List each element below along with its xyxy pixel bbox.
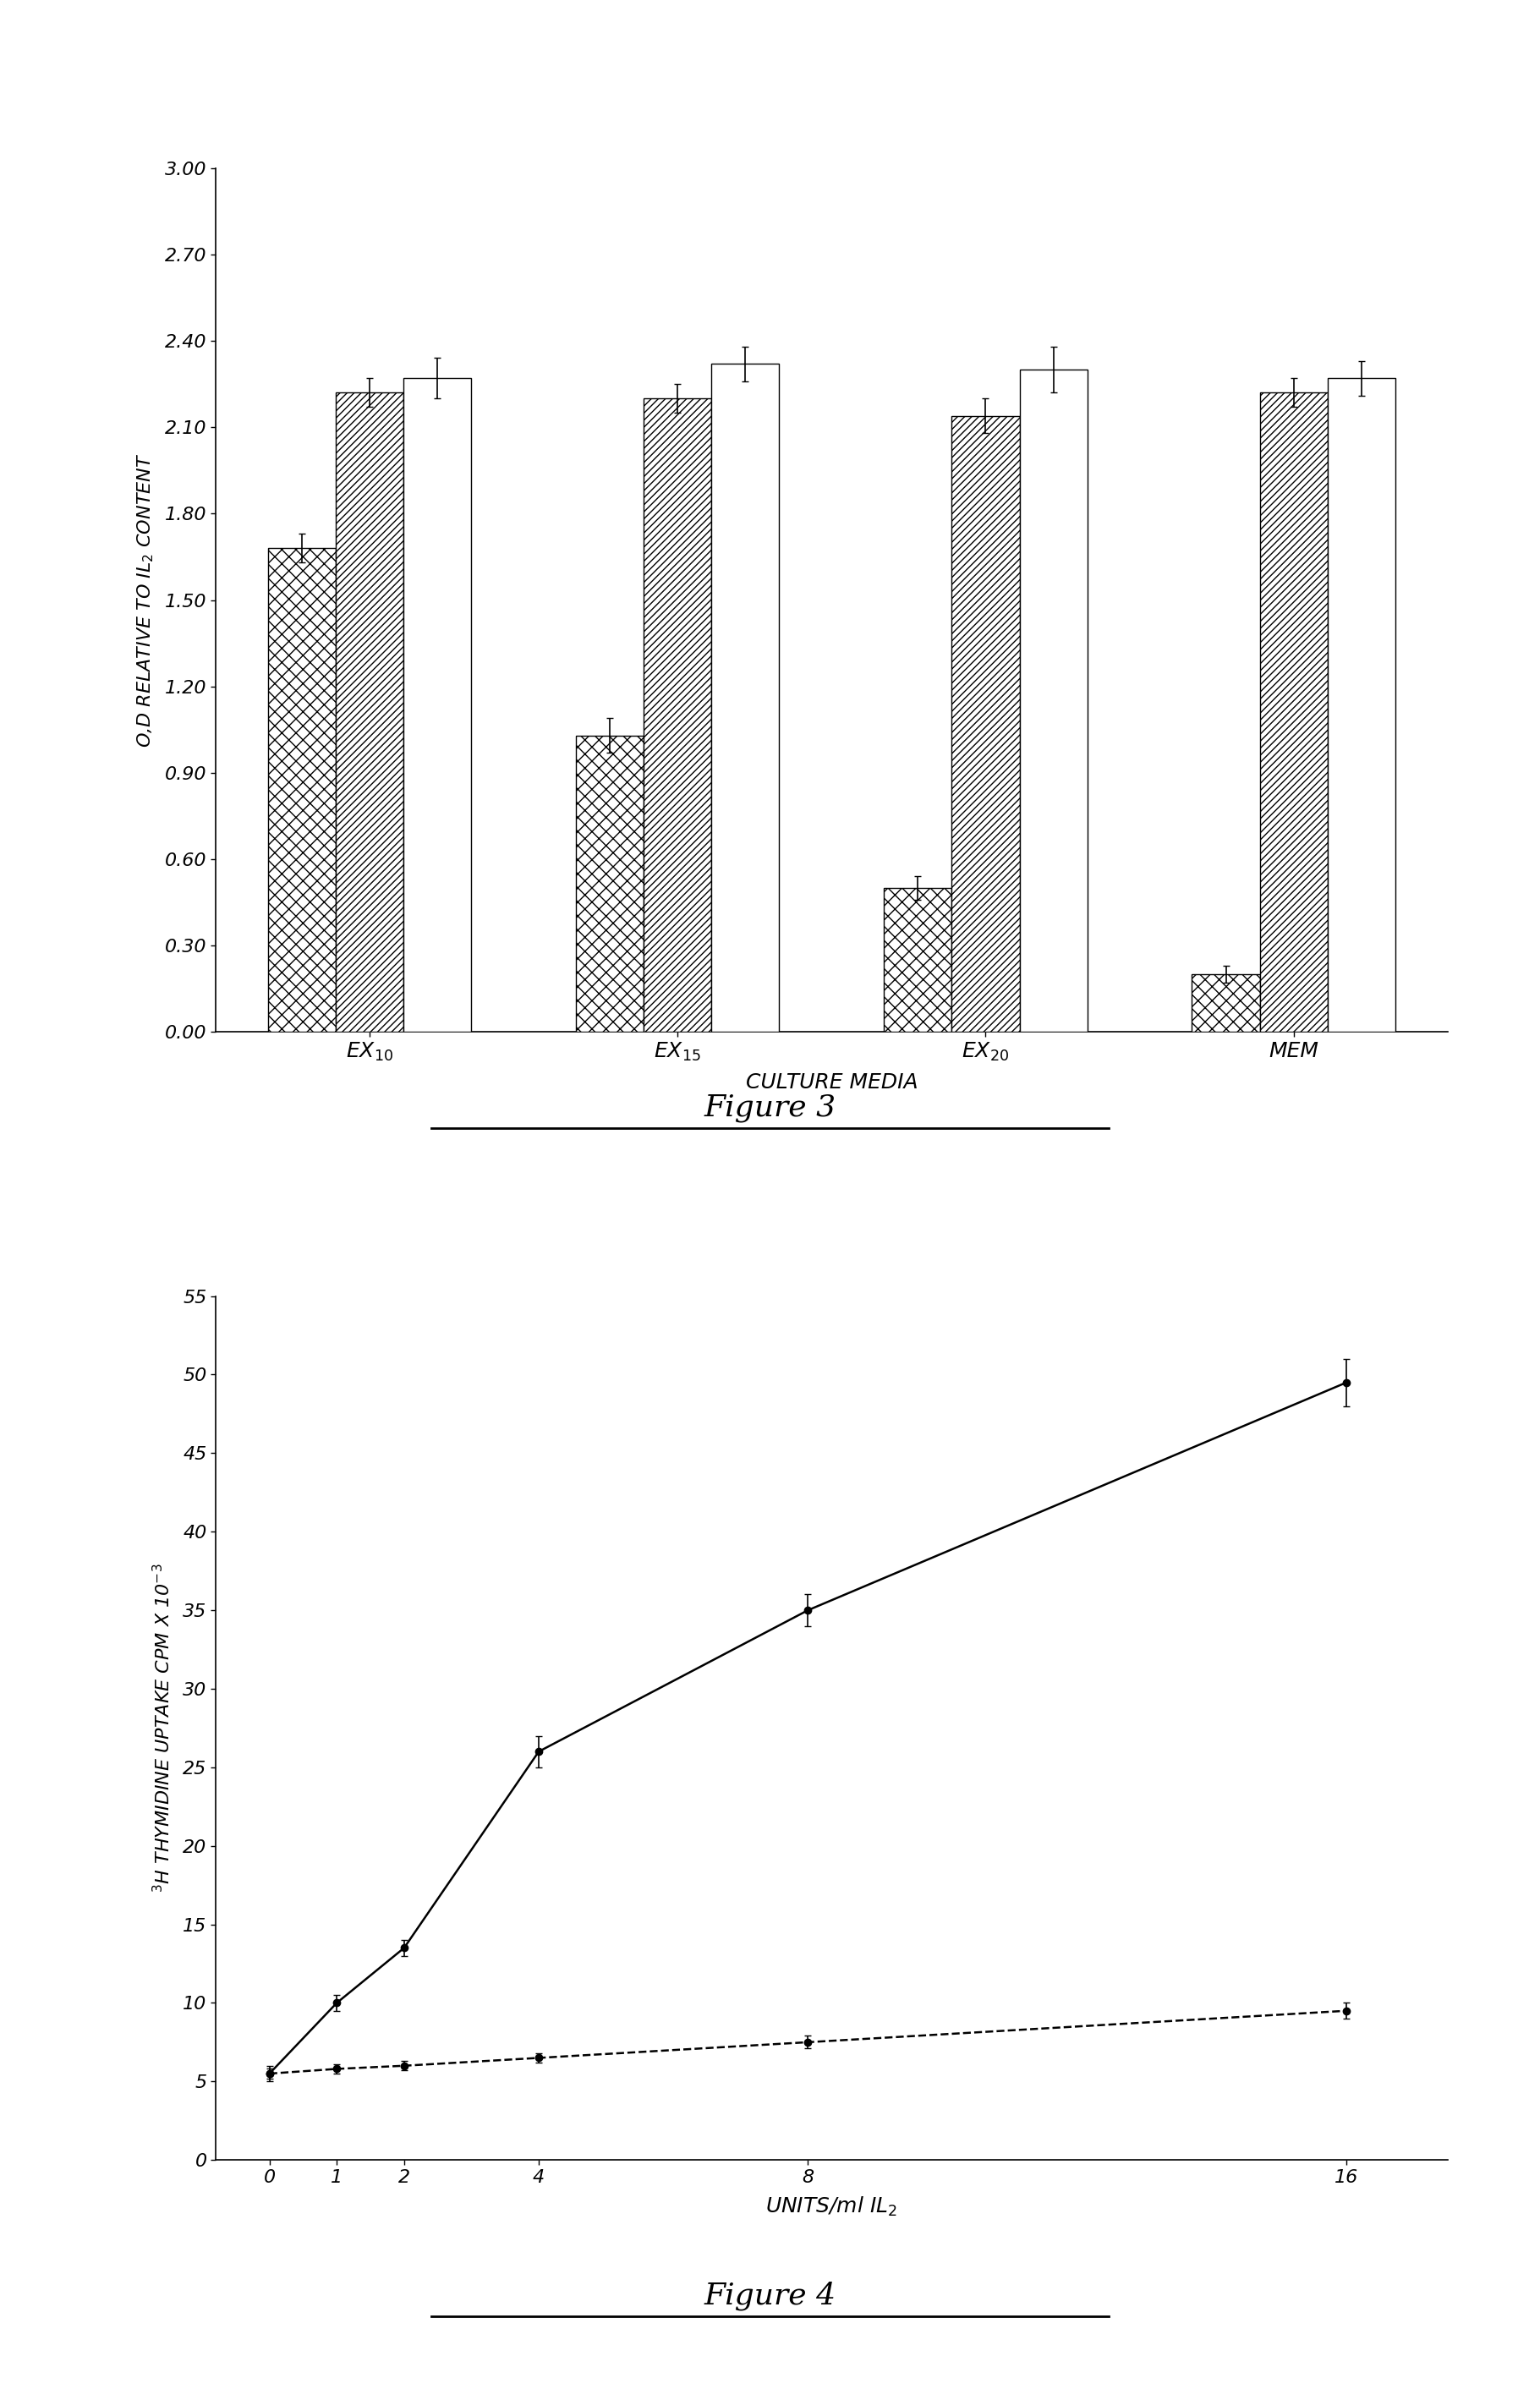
Bar	[1019, 370, 1087, 1032]
Text: Figure 3: Figure 3	[704, 1094, 836, 1123]
Bar	[403, 379, 471, 1032]
Bar	[952, 415, 1019, 1032]
Bar	[711, 365, 779, 1032]
X-axis label: CULTURE MEDIA: CULTURE MEDIA	[745, 1073, 918, 1092]
Text: Figure 4: Figure 4	[704, 2280, 836, 2311]
Y-axis label: O,D RELATIVE TO IL$_2$ CONTENT: O,D RELATIVE TO IL$_2$ CONTENT	[136, 454, 156, 746]
X-axis label: UNITS/ml IL$_2$: UNITS/ml IL$_2$	[765, 2196, 898, 2218]
Bar	[576, 734, 644, 1032]
Bar	[1260, 394, 1327, 1032]
Bar	[1327, 379, 1395, 1032]
Bar	[644, 398, 711, 1032]
Bar	[336, 394, 403, 1032]
Bar	[268, 547, 336, 1032]
Y-axis label: $^3$H THYMIDINE UPTAKE CPM X 10$^{-3}$: $^3$H THYMIDINE UPTAKE CPM X 10$^{-3}$	[152, 1562, 174, 1894]
Bar	[1192, 974, 1260, 1032]
Bar	[884, 888, 952, 1032]
